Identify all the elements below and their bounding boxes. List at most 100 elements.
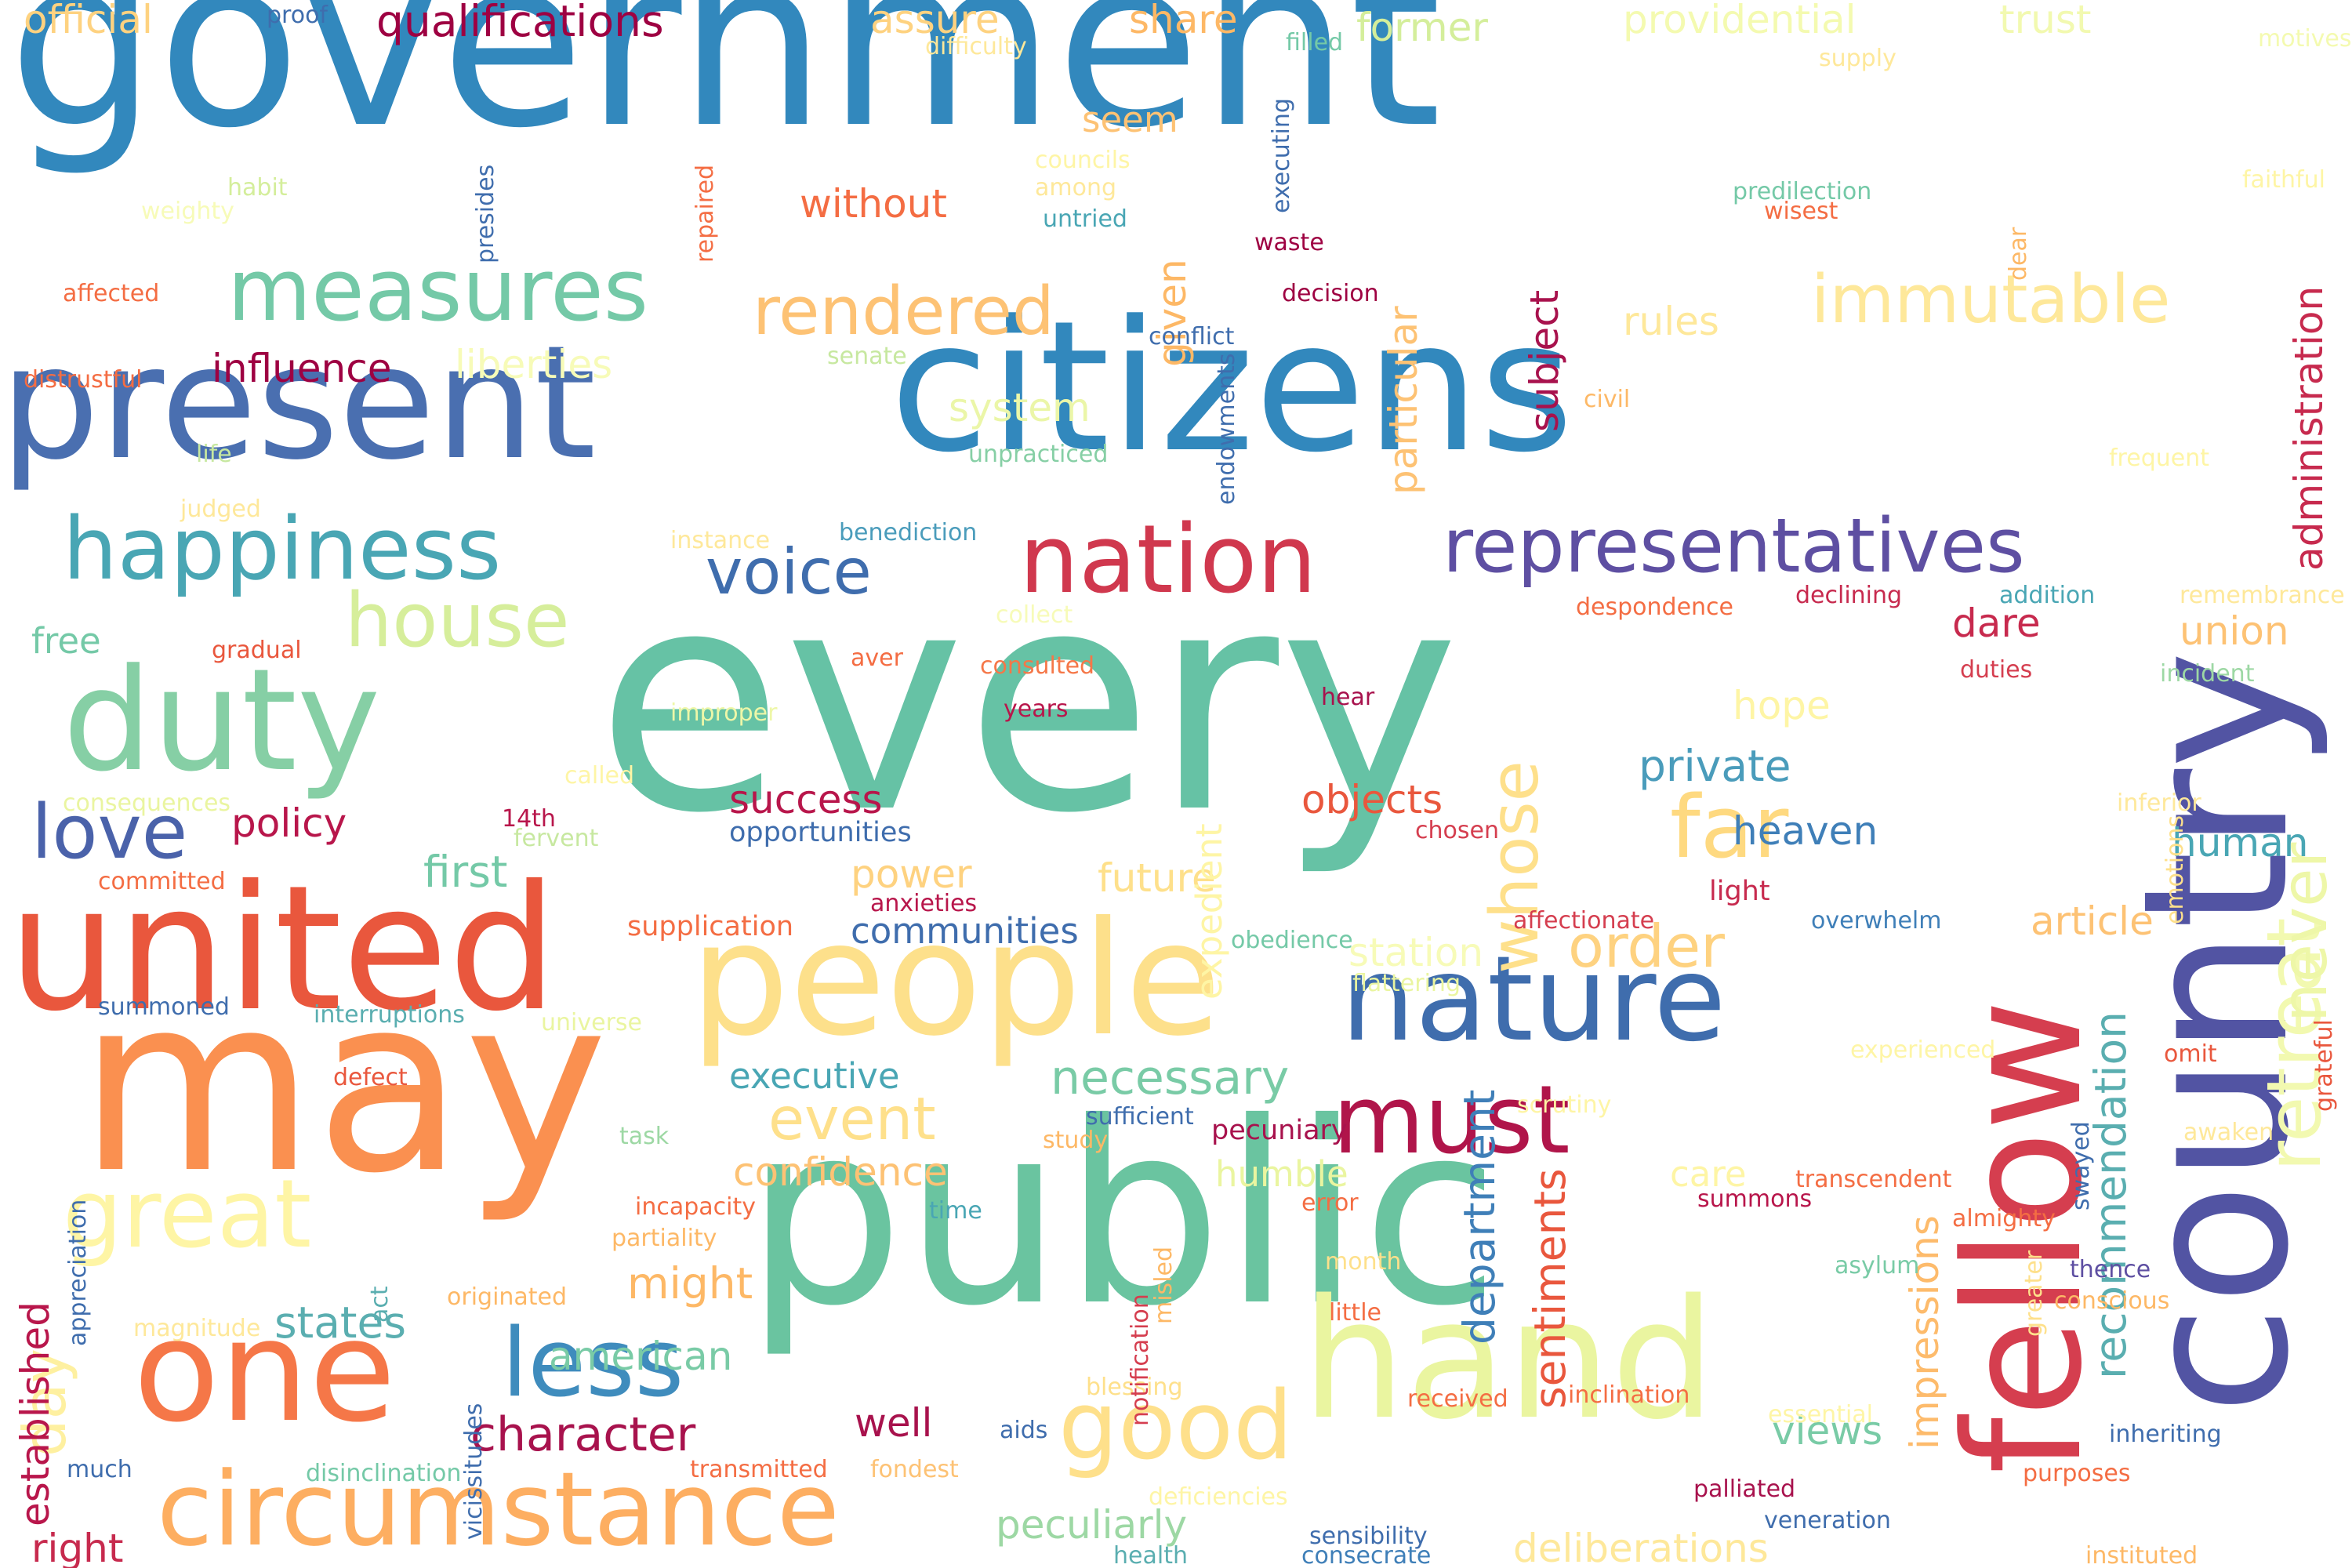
word-scrutiny: scrutiny [1517, 1091, 1612, 1119]
word-little: little [1329, 1299, 1381, 1327]
word-weighty: weighty [141, 198, 234, 225]
word-gradual: gradual [212, 637, 302, 664]
word-transcendent: transcendent [1795, 1166, 1952, 1193]
word-committed: committed [98, 868, 226, 895]
word-event: event [768, 1084, 936, 1153]
word-difficulty: difficulty [925, 33, 1027, 60]
word-love: love [31, 789, 188, 876]
word-communities: communities [851, 910, 1079, 952]
word-subject: subject [1522, 289, 1567, 432]
word-14th: 14th [502, 805, 556, 833]
word-judged: judged [180, 495, 261, 523]
word-affected: affected [63, 280, 160, 307]
word-vicissitudes: vicissitudes [460, 1403, 488, 1540]
word-summons: summons [1697, 1185, 1813, 1213]
word-motives: motives [2258, 25, 2352, 53]
word-palliated: palliated [1693, 1475, 1796, 1503]
word-fondest: fondest [870, 1456, 959, 1483]
word-hand: hand [1301, 1264, 1716, 1456]
word-measures: measures [227, 240, 649, 340]
word-awaken: awaken [2183, 1119, 2274, 1146]
word-senate: senate [827, 343, 907, 370]
word-emotions: emotions [2161, 815, 2189, 924]
word-necessary: necessary [1051, 1051, 1290, 1105]
word-instance: instance [670, 527, 771, 554]
word-duty: duty [63, 639, 381, 803]
word-future: future [1098, 855, 1216, 901]
word-sensibility: sensibility [1309, 1523, 1428, 1550]
word-untried: untried [1043, 205, 1127, 233]
word-station: station [1348, 930, 1484, 975]
word-obedience: obedience [1231, 927, 1353, 954]
word-may: may [78, 944, 608, 1227]
word-faithful: faithful [2242, 166, 2325, 194]
word-collect: collect [996, 601, 1073, 629]
word-duties: duties [1960, 656, 2033, 684]
word-received: received [1407, 1385, 1508, 1413]
word-overwhelm: overwhelm [1811, 907, 1942, 935]
word-experienced: experienced [1850, 1036, 1996, 1064]
word-well: well [855, 1400, 933, 1446]
word-hear: hear [1321, 684, 1375, 711]
word-act: act [366, 1286, 394, 1323]
word-heaven: heaven [1733, 808, 1878, 854]
word-human: human [2172, 820, 2309, 866]
word-consecrate: consecrate [1301, 1542, 1432, 1568]
word-consequences: consequences [63, 789, 231, 817]
word-study: study [1043, 1127, 1109, 1154]
word-much: much [67, 1456, 132, 1483]
word-light: light [1709, 876, 1770, 907]
word-views: views [1772, 1408, 1883, 1454]
word-rendered: rendered [753, 273, 1054, 350]
word-thence: thence [2070, 1256, 2151, 1283]
word-waste: waste [1254, 229, 1324, 256]
word-declining: declining [1795, 582, 1903, 609]
word-years: years [1004, 695, 1069, 723]
word-blessing: blessing [1086, 1374, 1183, 1401]
word-greater: greater [2020, 1250, 2048, 1337]
word-established: established [13, 1301, 58, 1526]
word-deliberations: deliberations [1513, 1526, 1769, 1568]
word-incapacity: incapacity [635, 1193, 756, 1221]
word-dare: dare [1952, 601, 2041, 646]
word-appreciation: appreciation [64, 1199, 92, 1346]
word-magnitude: magnitude [133, 1315, 261, 1342]
word-union: union [2180, 608, 2289, 654]
word-inclination: inclination [1568, 1381, 1690, 1409]
word-first: first [423, 847, 508, 897]
word-disinclination: disinclination [306, 1460, 462, 1487]
word-recommendation: recommendation [2085, 1011, 2136, 1379]
word-predilection: predilection [1733, 178, 1872, 205]
word-given: given [1149, 259, 1195, 367]
word-swayed: swayed [2067, 1121, 2095, 1210]
word-decision: decision [1282, 280, 1379, 307]
word-united: united [8, 848, 558, 1049]
word-great: great [63, 1160, 312, 1269]
word-american: american [549, 1334, 733, 1379]
word-executing: executing [1268, 98, 1295, 213]
word-order: order [1568, 912, 1725, 981]
word-originated: originated [447, 1283, 568, 1311]
word-citizens: citizens [890, 283, 1574, 492]
word-presides: presides [472, 164, 499, 263]
word-incident: incident [2160, 660, 2255, 688]
word-consulted: consulted [980, 652, 1095, 680]
word-civil: civil [1584, 386, 1631, 413]
word-official: official [24, 0, 153, 42]
word-universe: universe [541, 1009, 642, 1036]
word-good: good [1058, 1372, 1294, 1481]
word-immutable: immutable [1811, 261, 2171, 339]
word-influence: influence [212, 346, 392, 391]
word-inferior: inferior [2117, 789, 2201, 817]
word-omit: omit [2164, 1040, 2217, 1068]
word-rules: rules [1623, 299, 1719, 344]
word-conflict: conflict [1149, 323, 1235, 350]
word-repaired: repaired [691, 164, 719, 263]
word-wisest: wisest [1764, 198, 1838, 225]
word-among: among [1035, 174, 1117, 201]
word-task: task [619, 1123, 670, 1150]
word-called: called [564, 762, 635, 789]
word-character: character [470, 1407, 696, 1462]
word-people: people [690, 888, 1221, 1071]
word-summoned: summoned [98, 993, 230, 1021]
